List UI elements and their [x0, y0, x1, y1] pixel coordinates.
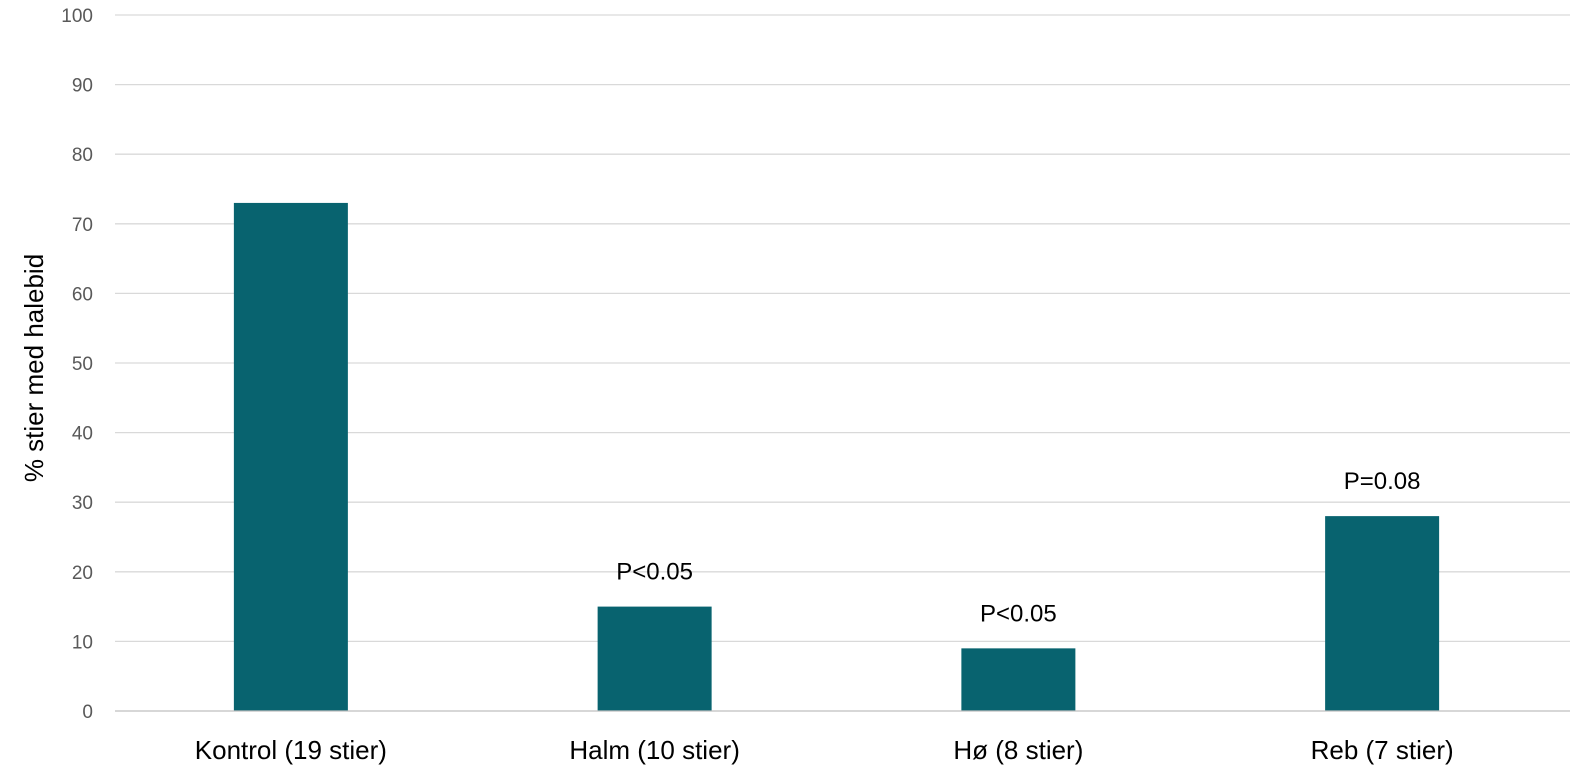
x-tick-label: Hø (8 stier): [953, 735, 1083, 765]
significance-annotation: P<0.05: [980, 600, 1057, 627]
y-axis-label: % stier med halebid: [19, 254, 49, 482]
bar: [1325, 516, 1440, 711]
bar: [233, 202, 348, 712]
y-tick-label: 100: [61, 6, 93, 27]
y-tick-label: 80: [72, 145, 93, 166]
y-tick-label: 60: [72, 284, 93, 305]
x-tick-label: Reb (7 stier): [1311, 735, 1454, 765]
y-tick-label: 30: [72, 493, 93, 514]
y-tick-label: 70: [72, 215, 93, 236]
x-tick-label: Halm (10 stier): [569, 735, 739, 765]
significance-annotation: P<0.05: [616, 559, 693, 586]
y-axis-tick-labels: 0 10 20 30 40 50 60 70 80 90 100: [61, 6, 93, 723]
significance-annotation: P=0.08: [1344, 468, 1421, 495]
x-tick-label: Kontrol (19 stier): [195, 735, 387, 765]
gridlines: [115, 14, 1570, 643]
bar: [961, 648, 1076, 711]
bar: [597, 606, 712, 711]
y-tick-label: 20: [72, 563, 93, 584]
y-tick-label: 0: [82, 702, 93, 723]
bars: [233, 202, 1440, 712]
x-axis-tick-labels: Kontrol (19 stier) Halm (10 stier) Hø (8 s…: [195, 735, 1454, 765]
y-tick-label: 40: [72, 424, 93, 445]
y-tick-label: 90: [72, 76, 93, 97]
y-tick-label: 10: [72, 632, 93, 653]
y-tick-label: 50: [72, 354, 93, 375]
bar-annotations: P<0.05 P<0.05 P=0.08: [616, 468, 1420, 627]
